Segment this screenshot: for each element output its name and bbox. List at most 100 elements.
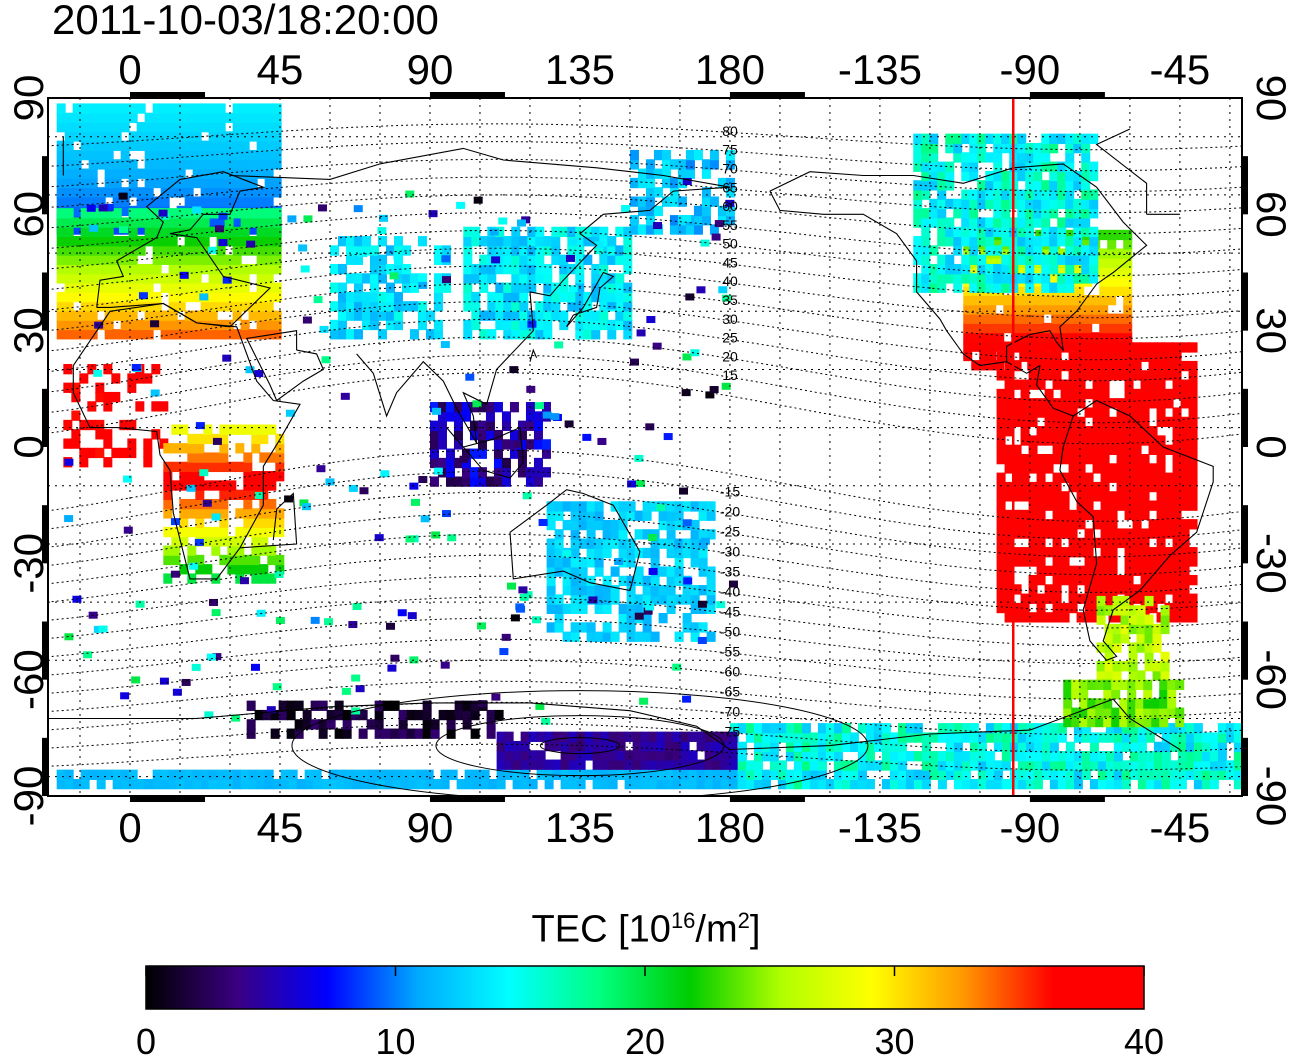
coastline xyxy=(769,190,1007,367)
tec-cell xyxy=(706,501,716,512)
tec-cell xyxy=(1132,388,1142,400)
tec-cell xyxy=(361,273,371,284)
tec-cell xyxy=(240,291,250,303)
tec-cell xyxy=(56,217,66,228)
tec-cell xyxy=(528,731,538,742)
tec-cell xyxy=(985,723,995,734)
tec-cell xyxy=(461,448,471,459)
tec-cell xyxy=(963,350,973,362)
tec-cell xyxy=(1057,217,1067,228)
tec-cell xyxy=(1020,463,1030,474)
tec-cell xyxy=(1003,313,1013,324)
tec-cell xyxy=(168,273,178,284)
tec-cell xyxy=(1083,313,1093,324)
tec-cell xyxy=(358,709,368,721)
tec-cell xyxy=(409,329,419,340)
tec-cell xyxy=(632,759,642,770)
tec-cell xyxy=(1001,170,1011,182)
lat-tick-left: -30 xyxy=(5,533,52,594)
tec-cell xyxy=(1012,612,1022,623)
tec-cell xyxy=(267,554,277,566)
lat-tick-left: -60 xyxy=(5,649,52,710)
tec-cell xyxy=(546,538,556,549)
tec-cell xyxy=(627,480,637,488)
tec-cell xyxy=(583,226,593,238)
tec-cell xyxy=(1156,342,1166,353)
tec-cell xyxy=(232,187,242,198)
tec-cell xyxy=(921,245,931,256)
tec-cell xyxy=(479,236,489,247)
frame-tick xyxy=(429,796,505,802)
tec-cell xyxy=(192,140,202,151)
tec-cell xyxy=(342,719,352,730)
frame-tick xyxy=(1242,621,1248,680)
tec-cell xyxy=(304,778,314,790)
tec-cell xyxy=(1057,198,1067,210)
tec-cell xyxy=(1156,574,1166,586)
tec-cell xyxy=(1019,313,1029,324)
tec-cell xyxy=(658,612,668,624)
tec-cell xyxy=(1087,679,1097,690)
tec-cell xyxy=(471,319,481,331)
tec-cell xyxy=(1049,161,1059,172)
tec-cell xyxy=(80,103,90,114)
tec-cell xyxy=(1156,472,1166,483)
tec-cell xyxy=(1076,444,1086,455)
tec-cell xyxy=(1036,481,1046,493)
tec-cell xyxy=(969,282,979,293)
tec-cell xyxy=(623,301,633,312)
tec-cell xyxy=(1225,732,1235,743)
tec-cell xyxy=(1020,612,1030,623)
tec-cell xyxy=(809,778,819,790)
tec-cell xyxy=(1067,294,1077,306)
tec-cell xyxy=(94,321,104,329)
tec-cell xyxy=(463,226,473,238)
tec-cell xyxy=(441,245,451,256)
tec-cell xyxy=(575,319,585,331)
tec-cell xyxy=(583,254,593,265)
tec-cell xyxy=(865,760,875,771)
tec-cell xyxy=(272,329,282,340)
tec-cell xyxy=(1274,732,1283,742)
frame-tick xyxy=(130,92,205,98)
tec-cell xyxy=(1132,472,1142,483)
tec-cell xyxy=(1188,556,1198,567)
contour-line xyxy=(48,596,1242,647)
tec-cell xyxy=(144,140,154,151)
tec-cell xyxy=(1065,142,1075,154)
tec-cell xyxy=(1097,778,1107,790)
tec-cell xyxy=(720,769,730,780)
tec-cell xyxy=(709,196,719,207)
tec-cell xyxy=(1274,723,1283,733)
tec-cell xyxy=(461,411,471,422)
tec-cell xyxy=(203,433,213,445)
tec-cell xyxy=(801,778,811,790)
tec-cell xyxy=(1083,322,1093,334)
tec-cell xyxy=(995,360,1005,371)
tec-cell xyxy=(200,103,210,114)
tec-cell xyxy=(1004,528,1014,539)
tec-cell xyxy=(937,778,947,790)
tec-cell xyxy=(112,177,122,189)
tec-cell xyxy=(1083,294,1093,306)
tec-cell xyxy=(361,236,371,247)
tec-cell xyxy=(320,778,330,790)
tec-cell xyxy=(602,538,612,549)
tec-cell xyxy=(298,244,308,252)
tec-cell xyxy=(1036,453,1046,465)
tec-cell xyxy=(144,168,154,179)
tec-cell xyxy=(720,778,730,790)
tec-cell xyxy=(551,291,561,303)
tec-cell xyxy=(761,732,771,743)
tec-cell xyxy=(152,301,162,312)
tec-cell xyxy=(240,217,250,228)
tec-cell xyxy=(1036,407,1046,418)
tec-cell xyxy=(1193,778,1203,790)
tec-cell xyxy=(993,180,1003,191)
tec-cell xyxy=(168,131,178,142)
tec-cell xyxy=(953,723,963,734)
tec-cell xyxy=(325,478,335,486)
tec-cell xyxy=(1172,416,1182,428)
tec-cell xyxy=(176,149,186,161)
tec-cell xyxy=(535,254,545,265)
